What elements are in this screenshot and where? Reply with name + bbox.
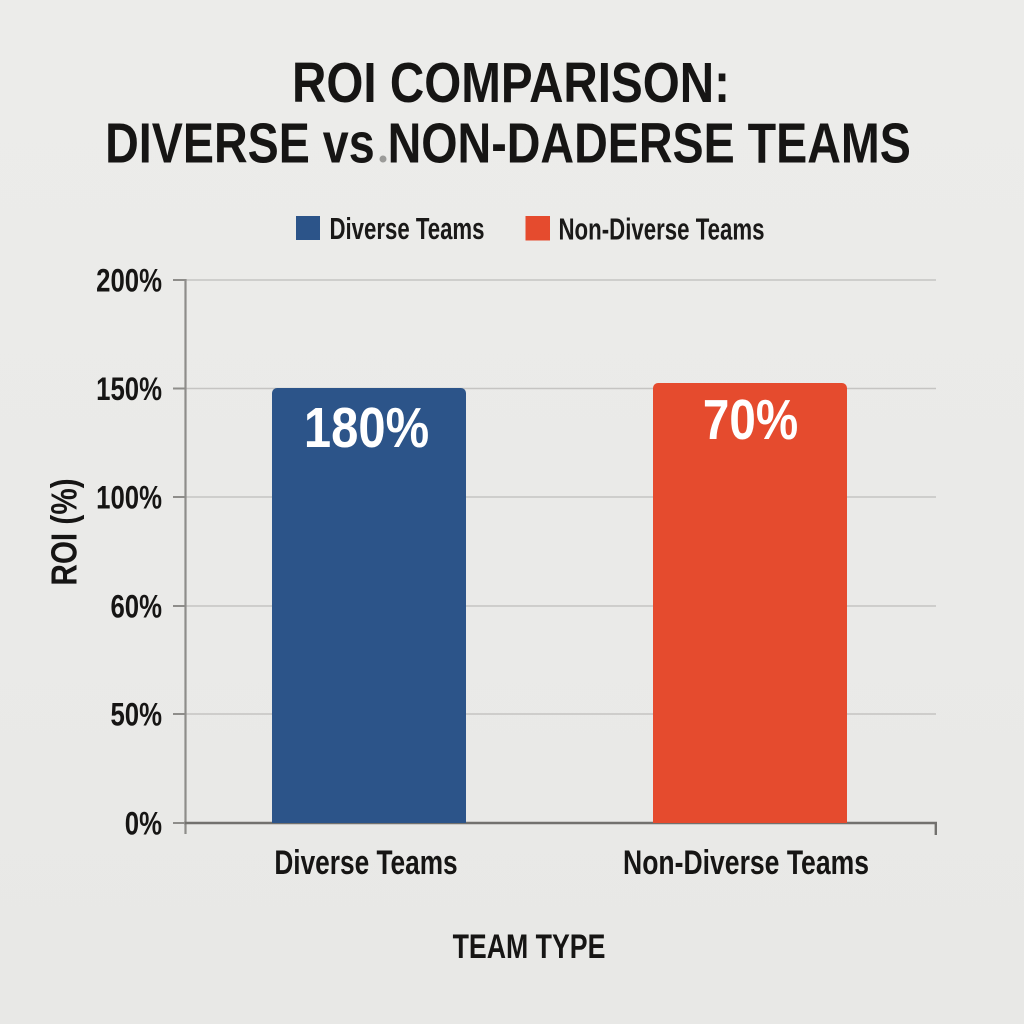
svg-text:ROI COMPARISON:: ROI COMPARISON: — [292, 51, 730, 115]
svg-text:Diverse Teams: Diverse Teams — [330, 212, 485, 246]
svg-text:ROI (%): ROI (%) — [44, 478, 84, 585]
svg-text:Diverse Teams: Diverse Teams — [274, 845, 457, 882]
svg-text:100%: 100% — [96, 481, 162, 516]
svg-text:200%: 200% — [96, 264, 162, 299]
svg-text:0%: 0% — [125, 807, 162, 842]
svg-text:TEAM TYPE: TEAM TYPE — [453, 928, 606, 966]
svg-text:60%: 60% — [110, 590, 162, 625]
svg-text:Non-Diverse Teams: Non-Diverse Teams — [623, 844, 869, 882]
svg-text:180%: 180% — [304, 397, 429, 460]
svg-text:50%: 50% — [110, 698, 162, 733]
svg-text:DIVERSE vs NON-DADERSE TEAMS: DIVERSE vs NON-DADERSE TEAMS — [105, 112, 911, 175]
svg-text:150%: 150% — [96, 372, 162, 407]
svg-text:70%: 70% — [703, 388, 798, 452]
svg-text:Non-Diverse Teams: Non-Diverse Teams — [559, 212, 765, 246]
